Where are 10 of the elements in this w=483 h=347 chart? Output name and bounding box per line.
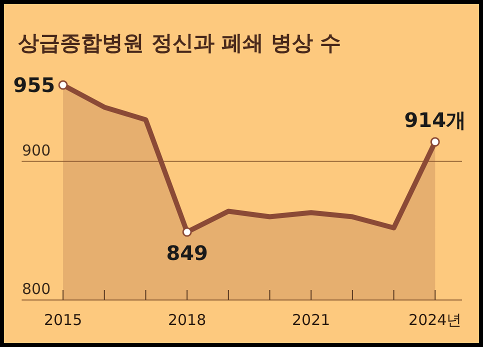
- x-tick-label: 2024년: [408, 311, 462, 329]
- data-label: 849: [166, 241, 208, 266]
- data-label: 914개: [404, 108, 466, 132]
- x-tick-label: 2015: [44, 311, 82, 329]
- x-tick-label: 2018: [168, 311, 206, 329]
- y-tick-label: 900: [22, 141, 51, 160]
- x-tick-label: 2021: [292, 311, 330, 329]
- data-label: 955: [13, 73, 56, 98]
- y-tick-label: 800: [22, 280, 51, 298]
- text: 상급종합병원 정신과 폐쇄 병상 수: [18, 31, 342, 55]
